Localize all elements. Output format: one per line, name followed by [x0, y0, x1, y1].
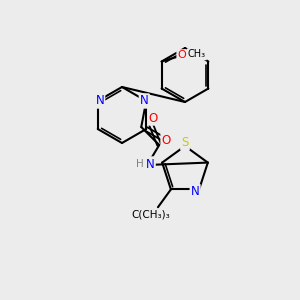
Text: N: N [191, 185, 200, 198]
Text: H: H [136, 159, 144, 169]
Text: O: O [178, 50, 186, 60]
Text: S: S [181, 136, 189, 149]
Text: N: N [140, 94, 148, 107]
Text: O: O [148, 112, 158, 124]
Text: C(CH₃)₃: C(CH₃)₃ [131, 210, 170, 220]
Text: O: O [161, 134, 171, 147]
Text: N: N [95, 94, 104, 107]
Text: CH₃: CH₃ [188, 49, 206, 59]
Text: N: N [146, 158, 154, 170]
